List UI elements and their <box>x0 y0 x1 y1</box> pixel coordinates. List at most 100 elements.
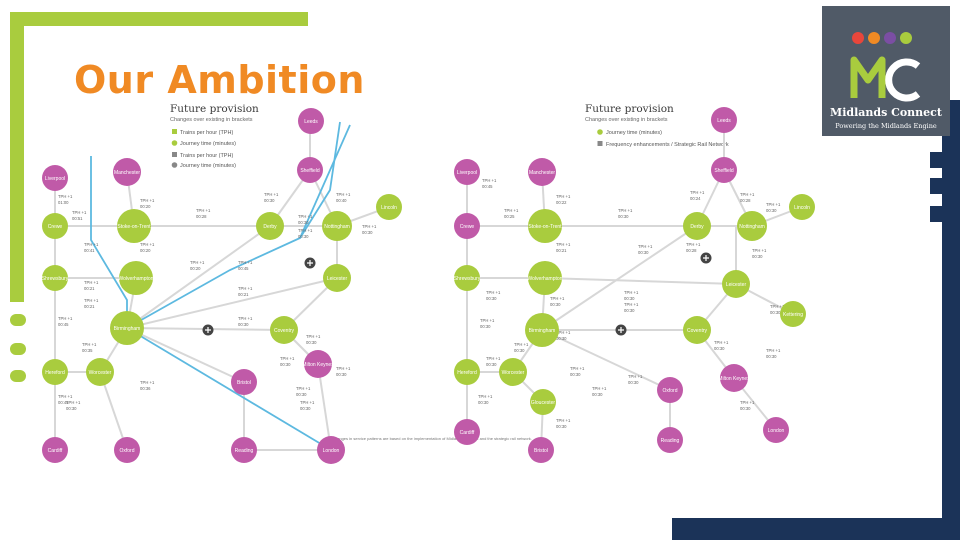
right-service-stats: TPH +100:45 TPH +100:25 TPH +100:22 TPH … <box>478 178 785 429</box>
airport-icon <box>304 257 316 269</box>
svg-text:TPH +1: TPH +1 <box>58 316 73 321</box>
slide-title: Our Ambition <box>74 58 365 102</box>
svg-text:TPH +1: TPH +1 <box>66 400 81 405</box>
station-circle <box>376 194 402 220</box>
station-circle <box>117 209 151 243</box>
left-panel-note: Changes in service patterns are based on… <box>332 436 532 441</box>
svg-text:TPH +1: TPH +1 <box>140 242 155 247</box>
left-panel-subtitle: Changes over existing in brackets <box>170 117 253 123</box>
svg-text:00:30: 00:30 <box>624 296 635 301</box>
station-label: Liverpool <box>45 176 65 182</box>
station-circle <box>763 417 789 443</box>
station-label: Sheffield <box>714 168 734 174</box>
svg-text:TPH +1: TPH +1 <box>638 244 653 249</box>
station-label: Reading <box>661 438 680 444</box>
station-circle <box>454 265 480 291</box>
station-node: Milton Keynes <box>302 350 334 378</box>
svg-text:00:30: 00:30 <box>298 220 309 225</box>
svg-text:00:30: 00:30 <box>486 362 497 367</box>
svg-text:TPH +1: TPH +1 <box>238 286 253 291</box>
svg-text:00:30: 00:30 <box>264 198 275 203</box>
green-pill-marker <box>10 370 26 382</box>
svg-text:TPH +1: TPH +1 <box>514 342 529 347</box>
station-circle <box>454 419 480 445</box>
station-label: Crewe <box>460 224 475 230</box>
svg-text:TPH +1: TPH +1 <box>486 290 501 295</box>
svg-text:TPH +1: TPH +1 <box>196 208 211 213</box>
station-label: Birmingham <box>114 326 141 332</box>
station-circle <box>297 157 323 183</box>
station-circle <box>322 211 352 241</box>
svg-text:00:28: 00:28 <box>740 198 751 203</box>
svg-text:TPH +1: TPH +1 <box>72 210 87 215</box>
station-label: Reading <box>235 448 254 454</box>
station-node: Nottingham <box>737 211 767 241</box>
svg-text:TPH +1: TPH +1 <box>336 192 351 197</box>
svg-text:TPH +1: TPH +1 <box>280 356 295 361</box>
station-label: Coventry <box>274 328 295 334</box>
svg-text:00:41: 00:41 <box>84 248 95 253</box>
station-circle <box>231 437 257 463</box>
svg-text:TPH +1: TPH +1 <box>362 224 377 229</box>
navy-frame-right <box>942 100 960 540</box>
station-circle <box>454 159 480 185</box>
svg-text:TPH +1: TPH +1 <box>84 280 99 285</box>
station-circle <box>298 108 324 134</box>
station-label: Sheffield <box>300 168 320 174</box>
right-panel-title: Future provision <box>585 103 674 115</box>
station-circle <box>42 359 68 385</box>
station-label: Bristol <box>237 380 251 386</box>
station-node: Bristol <box>528 437 554 463</box>
svg-text:00:30: 00:30 <box>556 424 567 429</box>
station-node: Kettering <box>780 301 806 327</box>
station-circle <box>317 436 345 464</box>
svg-text:TPH +1: TPH +1 <box>556 194 571 199</box>
svg-text:00:20: 00:20 <box>140 248 151 253</box>
svg-text:TPH +1: TPH +1 <box>486 356 501 361</box>
svg-text:00:24: 00:24 <box>690 196 701 201</box>
left-service-stats: TPH +101:00 TPH +100:51 TPH +100:41 TPH … <box>58 192 377 411</box>
station-circle <box>530 389 556 415</box>
svg-text:00:45: 00:45 <box>238 266 249 271</box>
svg-text:00:30: 00:30 <box>336 372 347 377</box>
station-label: Gloucester <box>531 400 556 406</box>
station-node: Leicester <box>323 264 351 292</box>
svg-text:00:30: 00:30 <box>556 336 567 341</box>
station-label: Worcester <box>502 370 525 376</box>
station-label: Shrewsbury <box>454 276 481 282</box>
navy-frame-bottom <box>672 518 960 540</box>
svg-text:00:30: 00:30 <box>740 406 751 411</box>
station-node: Wolverhampton <box>528 261 563 295</box>
green-frame-left <box>10 12 24 302</box>
station-label: Manchester <box>529 170 555 176</box>
svg-text:TPH +1: TPH +1 <box>686 242 701 247</box>
legend-item: Journey time (minutes) <box>606 130 662 136</box>
station-circle <box>454 213 480 239</box>
svg-text:TPH +1: TPH +1 <box>238 316 253 321</box>
svg-text:TPH +1: TPH +1 <box>190 260 205 265</box>
svg-text:00:30: 00:30 <box>766 208 777 213</box>
station-node: Sheffield <box>711 157 737 183</box>
svg-text:TPH +1: TPH +1 <box>556 418 571 423</box>
station-circle <box>780 301 806 327</box>
svg-text:00:45: 00:45 <box>482 184 493 189</box>
legend-item: Journey time (minutes) <box>180 141 236 147</box>
station-circle <box>42 437 68 463</box>
airport-icon <box>700 252 712 264</box>
svg-text:00:21: 00:21 <box>84 304 95 309</box>
svg-text:00:30: 00:30 <box>624 308 635 313</box>
station-node: Reading <box>657 427 683 453</box>
station-label: London <box>768 428 785 434</box>
station-circle <box>528 437 554 463</box>
svg-text:TPH +1: TPH +1 <box>140 380 155 385</box>
station-label: Milton Keynes <box>302 362 334 368</box>
station-node: Oxford <box>657 377 683 403</box>
svg-text:TPH +1: TPH +1 <box>298 228 313 233</box>
station-label: Stoke-on-Trent <box>528 224 562 230</box>
svg-text:TPH +1: TPH +1 <box>618 208 633 213</box>
svg-text:TPH +1: TPH +1 <box>766 348 781 353</box>
svg-text:TPH +1: TPH +1 <box>766 202 781 207</box>
legend-item: Frequency enhancements / Strategic Rail … <box>606 142 729 148</box>
svg-text:TPH +1: TPH +1 <box>752 248 767 253</box>
